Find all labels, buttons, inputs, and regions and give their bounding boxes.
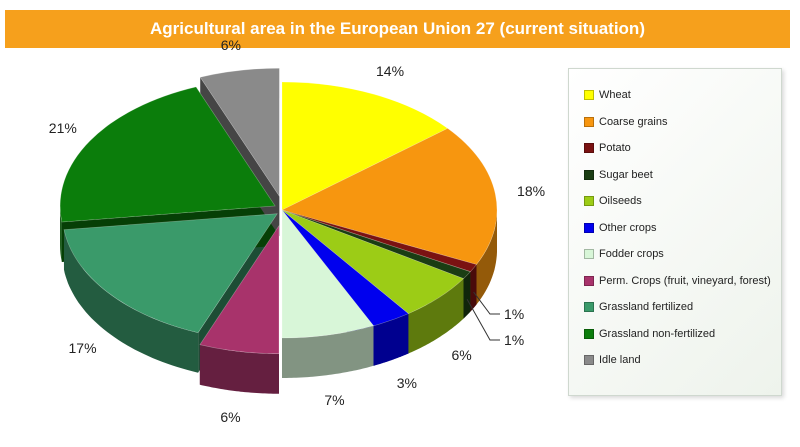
pie-slice-potato [281, 209, 478, 273]
slice-label-sugar-beet: 1% [504, 332, 525, 348]
slice-label-wheat: 14% [376, 62, 405, 79]
legend-swatch-fodder-crops [584, 249, 594, 259]
legend-swatch-oilseeds [584, 196, 594, 206]
pie-side-coarse-grains [476, 208, 497, 305]
legend-item-sugar-beet: Sugar beet [584, 169, 653, 181]
legend-item-wheat: Wheat [584, 89, 631, 101]
slice-label-fodder-crops: 7% [324, 392, 345, 409]
slice-label-oilseeds: 6% [451, 347, 472, 364]
legend-label-potato: Potato [599, 142, 631, 154]
legend-label-coarse-grains: Coarse grains [599, 115, 668, 128]
legend-label-idle-land: Idle land [599, 354, 641, 366]
legend-label-fodder-crops: Fodder crops [599, 248, 664, 260]
pie-slice-grassland-non-fertilized [59, 86, 276, 223]
pie-side-fodder-crops [282, 325, 374, 378]
pie-slice-other-crops [281, 209, 409, 327]
legend-label-grassland-non-fertilized: Grassland non-fertilized [599, 327, 716, 340]
legend-label-oilseeds: Oilseeds [599, 195, 642, 207]
pie-side-potato [470, 264, 477, 312]
pie-side-other-crops [373, 313, 409, 366]
legend-item-oilseeds: Oilseeds [584, 195, 642, 207]
slice-label-coarse-grains: 18% [517, 182, 546, 199]
chart-title: Agricultural area in the European Union … [150, 19, 645, 38]
legend-item-coarse-grains: Coarse grains [584, 116, 667, 128]
legend-swatch-grassland-fertilized [584, 302, 594, 312]
legend-swatch-coarse-grains [584, 116, 594, 127]
legend-swatch-wheat [584, 90, 594, 100]
chart-title-bar: Agricultural area in the European Union … [5, 10, 790, 48]
legend-swatch-perm-crops-fruit-vineyard-forest [584, 275, 594, 286]
legend-swatch-idle-land [584, 355, 594, 365]
pie-slice-idle-land [199, 67, 280, 198]
legend-swatch-other-crops [584, 222, 594, 233]
legend-label-grassland-fertilized: Grassland fertilized [599, 301, 694, 313]
legend-item-potato: Potato [584, 142, 631, 154]
legend-swatch-grassland-non-fertilized [584, 328, 594, 339]
slice-label-other-crops: 3% [396, 374, 417, 391]
pie-slice-fodder-crops [281, 209, 375, 339]
leader-line-sugar-beet [466, 298, 500, 341]
legend-item-grassland-fertilized: Grassland fertilized [584, 301, 693, 313]
slice-label-perm-crops-fruit-vineyard-forest: 6% [220, 408, 241, 425]
legend-item-grassland-non-fertilized: Grassland non-fertilized [584, 328, 715, 340]
legend-label-other-crops: Other crops [599, 221, 657, 234]
legend-item-fodder-crops: Fodder crops [584, 248, 664, 260]
legend-label-sugar-beet: Sugar beet [599, 168, 653, 181]
chart-legend: Wheat Coarse grains Potato Sugar beet Oilsee… [568, 68, 782, 396]
pie-side-perm-crops-fruit-vineyard-forest [199, 344, 279, 394]
legend-label-wheat: Wheat [599, 89, 631, 101]
slice-label-potato: 1% [504, 306, 525, 322]
pie-chart [59, 67, 500, 394]
slice-label-grassland-non-fertilized: 21% [48, 119, 77, 136]
pie-slice-oilseeds [281, 209, 465, 314]
pie-slice-sugar-beet [281, 209, 471, 279]
legend-item-idle-land: Idle land [584, 354, 641, 366]
slice-label-grassland-fertilized: 17% [68, 340, 97, 357]
pie-slice-perm-crops-fruit-vineyard-forest [199, 224, 280, 355]
pie-side-sugar-beet [463, 271, 471, 319]
legend-swatch-sugar-beet [584, 169, 594, 180]
legend-swatch-potato [584, 143, 594, 153]
legend-label-perm-crops-fruit-vineyard-forest: Perm. Crops (fruit, vineyard, forest) [599, 274, 771, 287]
slice-label-idle-land: 6% [220, 36, 241, 53]
pie-slice-wheat [281, 81, 449, 211]
pie-side-grassland-fertilized [64, 229, 199, 373]
pie-slice-grassland-fertilized [63, 213, 278, 334]
pie-side-oilseeds [408, 278, 464, 354]
legend-item-perm-crops-fruit-vineyard-forest: Perm. Crops (fruit, vineyard, forest) [584, 275, 771, 287]
leader-line-potato [473, 291, 500, 315]
pie-slice-coarse-grains [281, 128, 498, 265]
legend-item-other-crops: Other crops [584, 222, 656, 234]
pie-side-grassland-non-fertilized [60, 205, 62, 262]
